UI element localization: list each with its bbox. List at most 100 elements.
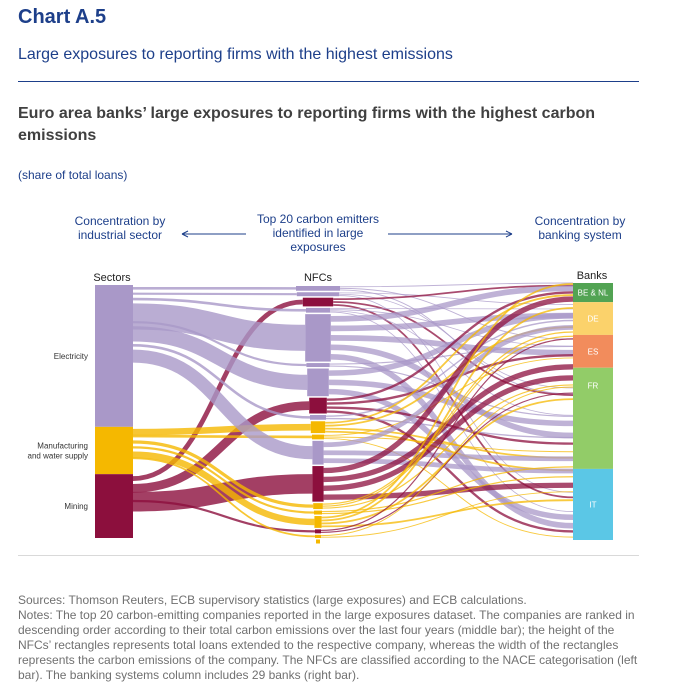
- sources-note: Sources: Thomson Reuters, ECB supervisor…: [18, 593, 527, 607]
- flow-nfc-bank-5-4: [330, 353, 574, 529]
- nfc-node-1: [296, 286, 340, 291]
- bank-node-2: [573, 334, 613, 368]
- flow-sector-nfc-8: [132, 401, 310, 493]
- flow-nfc-bank-16-0: [321, 283, 574, 519]
- header-divider: [18, 81, 639, 82]
- flow-sector-nfc-15: [132, 446, 315, 514]
- annotation-nfc: Top 20 carbon emitters identified in larg…: [257, 212, 379, 254]
- flow-nfc-bank-14-1: [322, 331, 574, 505]
- annotation-bank: Concentration by banking system: [535, 214, 626, 242]
- flow-sector-nfc-4: [132, 297, 307, 312]
- flow-nfc-bank-9-1: [325, 319, 574, 417]
- bank-label-2: ES: [588, 347, 599, 356]
- sector-label-0: Electricity: [54, 352, 88, 361]
- nfc-node-6: [306, 363, 330, 368]
- bank-node-1: [573, 302, 613, 335]
- chart-id: Chart A.5: [18, 6, 107, 28]
- flow-nfc-bank-5-0: [330, 285, 574, 322]
- arrow-right-head: [505, 230, 513, 238]
- flow-nfc-bank-7-3: [328, 379, 574, 427]
- arrow-left-head: [181, 230, 189, 238]
- flow-nfc-bank-12-3: [323, 450, 574, 462]
- column-header-sectors: Sectors: [93, 272, 131, 284]
- nfc-node-16: [314, 516, 322, 528]
- flow-nfc-bank-14-3: [322, 384, 574, 509]
- nfc-node-8: [309, 397, 327, 414]
- annotations: Concentration by industrial sector Top 20 …: [75, 212, 626, 284]
- nfc-node-12: [312, 440, 324, 465]
- flow-nfc-bank-8-4: [326, 410, 574, 533]
- flow-sector-nfc-13: [132, 474, 313, 512]
- flow-nfc-bank-10-0: [325, 294, 574, 424]
- flow-sector-nfc-18: [132, 457, 316, 538]
- flow-nfc-bank-1-2: [339, 287, 574, 340]
- bank-label-1: DE: [587, 315, 598, 324]
- column-header-banks: Banks: [577, 270, 608, 282]
- nfc-node-18: [315, 534, 321, 538]
- flow-nfc-bank-13-0: [323, 296, 574, 474]
- chart-subtitle: Large exposures to reporting firms with …: [18, 46, 453, 63]
- nfc-node-15: [314, 510, 322, 515]
- flow-nfc-bank-17-2: [320, 338, 574, 531]
- flow-nfc-bank-17-3: [320, 392, 574, 533]
- chart-title: Euro area banks’ large exposures to repo…: [18, 105, 596, 144]
- flow-nfc-bank-8-3: [326, 406, 574, 445]
- chart-unit: (share of total loans): [18, 168, 128, 182]
- nfc-node-7: [307, 368, 329, 397]
- flow-nfc-bank-16-1: [321, 307, 574, 522]
- sector-node-0: [95, 285, 133, 427]
- sector-label-1: Manufacturing and water supply: [28, 442, 88, 461]
- flow-sector-nfc-7: [132, 326, 308, 390]
- nfc-node-11: [312, 434, 324, 440]
- flow-sector-nfc-16: [132, 451, 315, 526]
- flow-nfc-bank-4-1: [329, 308, 574, 310]
- notes-text: Notes: The top 20 carbon-emitting compan…: [18, 608, 638, 682]
- flow-nfc-bank-14-2: [322, 335, 574, 507]
- flow-nfc-bank-11-4: [323, 438, 574, 538]
- flow-nfc-bank-4-2: [329, 309, 574, 347]
- nfc-node-3: [302, 297, 334, 307]
- nfc-node-9: [310, 415, 326, 420]
- sector-node-2: [95, 474, 133, 538]
- nfc-node-5: [305, 314, 331, 362]
- column-header-nfcs: NFCs: [304, 272, 333, 284]
- bank-label-4: IT: [589, 500, 596, 509]
- flow-sector-nfc-17: [132, 499, 316, 533]
- flow-nfc-bank-1-0: [339, 282, 574, 288]
- nfc-node-13: [312, 466, 324, 502]
- flow-nfc-bank-18-3: [320, 386, 574, 537]
- bank-node-4: [573, 468, 613, 540]
- flow-sector-nfc-10: [132, 423, 311, 436]
- flow-nfc-bank-9-3: [325, 417, 574, 439]
- flow-sector-nfc-6: [132, 321, 307, 367]
- nfc-node-17: [315, 529, 321, 534]
- flow-nfc-bank-8-0: [326, 291, 574, 401]
- flow-nfc-bank-13-2: [323, 364, 574, 483]
- sankey-chart: Concentration by industrial sector Top 20 …: [28, 212, 626, 544]
- sector-node-1: [95, 426, 133, 475]
- sector-label-2: Mining: [64, 502, 88, 511]
- bank-node-3: [573, 367, 613, 469]
- nodes: Electricity Manufacturing and water supply…: [28, 283, 613, 544]
- flow-links: [132, 282, 574, 538]
- annotation-sector: Concentration by industrial sector: [75, 214, 166, 242]
- flow-sector-nfc-9: [132, 344, 311, 419]
- nfc-node-10: [310, 421, 326, 434]
- flow-nfc-bank-15-4: [321, 476, 574, 515]
- flow-sector-nfc-11: [132, 434, 313, 439]
- nfc-node-4: [306, 307, 330, 313]
- flow-nfc-bank-3-0: [333, 284, 574, 301]
- nfc-node-14: [313, 503, 323, 510]
- nfc-node-2: [296, 292, 340, 297]
- flow-sector-nfc-5: [132, 303, 306, 351]
- flow-nfc-bank-16-4: [321, 499, 574, 528]
- bank-label-3: FR: [588, 381, 599, 390]
- flow-nfc-bank-18-4: [320, 491, 574, 538]
- flow-sector-nfc-12: [132, 349, 313, 460]
- flow-nfc-bank-15-3: [321, 466, 574, 513]
- flow-sector-nfc-2: [132, 292, 297, 296]
- bank-label-0: BE & NL: [578, 289, 609, 298]
- flow-sector-nfc-14: [132, 440, 314, 508]
- footer-divider: [18, 555, 639, 556]
- bank-node-0: [573, 283, 613, 303]
